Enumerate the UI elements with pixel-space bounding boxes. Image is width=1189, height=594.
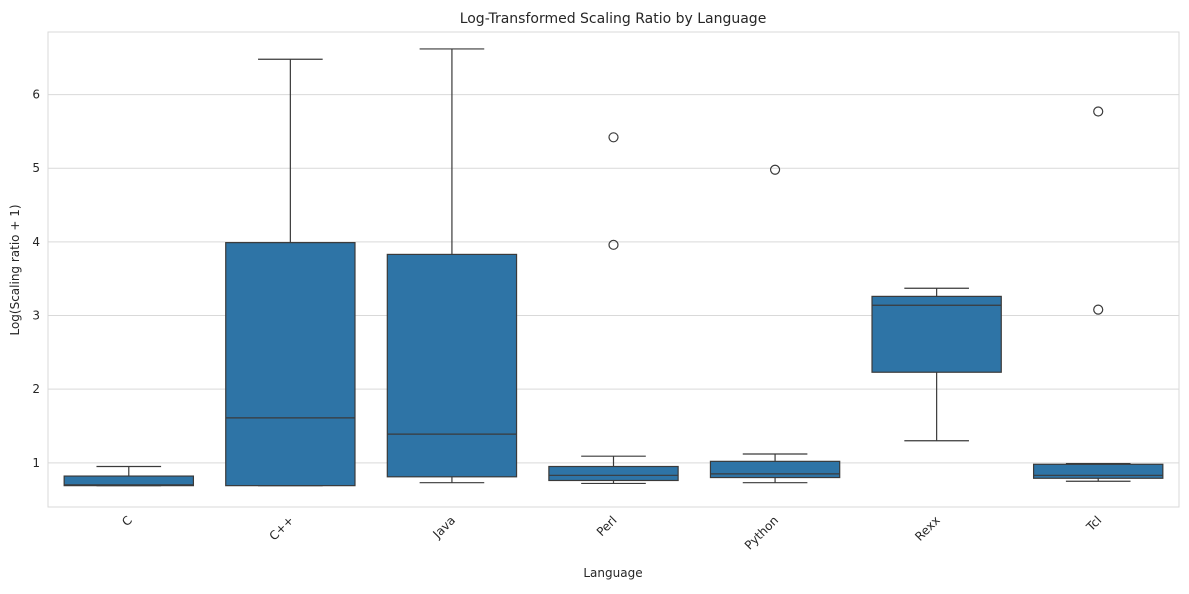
y-tick-label: 5: [32, 161, 40, 175]
box-group: [386, 48, 518, 484]
x-tick-labels: C C++ Java Perl Python Rexx Tcl: [119, 513, 1104, 552]
x-tick-label: C++: [266, 513, 296, 543]
chart-title: Log-Transformed Scaling Ratio by Languag…: [460, 11, 767, 27]
y-tick-label: 4: [32, 235, 40, 249]
box-iqr: [548, 465, 679, 482]
box-group: [1032, 106, 1164, 482]
x-tick-label: Java: [430, 513, 459, 542]
y-tick-label: 1: [32, 456, 40, 470]
x-tick-label: C: [119, 513, 135, 529]
plot-area-frame: [47, 31, 1180, 508]
box-iqr: [871, 295, 1002, 373]
box-group: [548, 132, 679, 485]
y-tick-labels: 1 2 3 4 5 6: [32, 88, 40, 470]
x-axis-label: Language: [583, 566, 642, 580]
box-iqr: [1032, 463, 1164, 479]
y-tick-label: 6: [32, 88, 40, 102]
box-group: [225, 58, 356, 487]
x-tick-label: Python: [742, 513, 781, 552]
x-tick-label: Perl: [594, 513, 620, 539]
box-group: [63, 465, 195, 487]
box-group: [709, 164, 841, 484]
outlier-point: [608, 239, 619, 250]
box-iqr: [225, 242, 356, 487]
box-iqr: [386, 253, 518, 478]
grid-lines: [48, 94, 1179, 464]
y-tick-label: 3: [32, 309, 40, 323]
x-tick-label: Tcl: [1083, 513, 1104, 534]
y-tick-label: 2: [32, 382, 40, 396]
boxes-layer: [63, 48, 1164, 487]
outlier-point: [1093, 106, 1104, 117]
x-tick-label: Rexx: [912, 513, 943, 544]
outlier-point: [1093, 304, 1104, 315]
box-iqr: [63, 475, 195, 487]
y-axis-label: Log(Scaling ratio + 1): [8, 204, 22, 335]
outlier-point: [608, 132, 619, 143]
box-iqr: [709, 460, 841, 479]
box-group: [871, 287, 1002, 442]
outlier-point: [769, 164, 781, 175]
